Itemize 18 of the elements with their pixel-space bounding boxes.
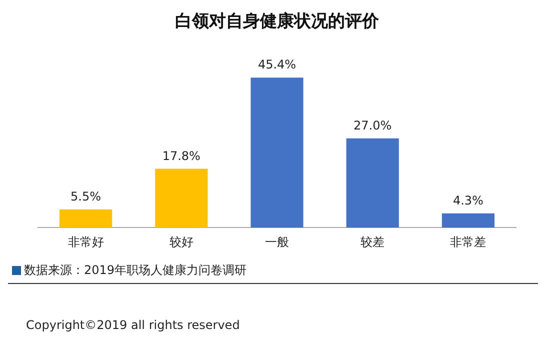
data-label: 27.0% <box>354 118 392 133</box>
chart-title: 白领对自身健康状况的评价 <box>175 12 380 32</box>
text: Copyright©2019 all rights reserved <box>26 318 240 332</box>
data-label: 4.3% <box>452 194 484 208</box>
data-label: 17.8% <box>162 148 200 163</box>
bar <box>155 168 208 228</box>
bar <box>250 78 304 228</box>
bar <box>442 213 494 228</box>
source-note: 数据来源：2019年职场人健康力问卷调研 <box>24 262 247 279</box>
x-tick-label: 非常差 <box>450 234 486 249</box>
data-label: 45.4% <box>258 58 296 72</box>
bar <box>346 138 399 228</box>
bar <box>60 209 112 228</box>
x-tick-label: 较差 <box>360 234 385 249</box>
x-tick-label: 非常好 <box>68 234 104 249</box>
data-label: 5.5% <box>70 190 102 204</box>
x-tick-label: 一般 <box>265 234 289 249</box>
x-tick-label: 较好 <box>169 234 194 249</box>
